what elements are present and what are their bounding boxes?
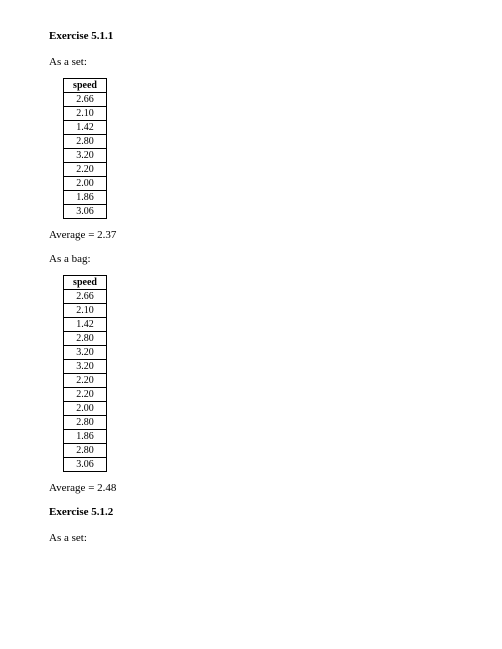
as-set-label-1: As a set: <box>49 56 502 68</box>
set-table-1-header: speed <box>64 79 107 93</box>
table-row: 2.10 <box>64 304 107 318</box>
set-table-1-body: 2.662.101.422.803.202.202.001.863.06 <box>64 93 107 219</box>
table-row: 2.20 <box>64 163 107 177</box>
table-row: 2.80 <box>64 444 107 458</box>
table-row: 2.20 <box>64 388 107 402</box>
table-row: 3.20 <box>64 346 107 360</box>
table-row: 2.80 <box>64 416 107 430</box>
table-row: 3.06 <box>64 205 107 219</box>
table-row: 2.00 <box>64 177 107 191</box>
table-row: 1.86 <box>64 191 107 205</box>
bag-table-wrap-1: speed 2.662.101.422.803.203.202.202.202.… <box>49 275 502 472</box>
table-row: 2.80 <box>64 332 107 346</box>
set-table-1: speed 2.662.101.422.803.202.202.001.863.… <box>63 78 107 219</box>
table-row: 1.42 <box>64 318 107 332</box>
table-row: 3.06 <box>64 458 107 472</box>
set-table-wrap-1: speed 2.662.101.422.803.202.202.001.863.… <box>49 78 502 219</box>
table-row: 2.20 <box>64 374 107 388</box>
table-row: 1.42 <box>64 121 107 135</box>
table-row: 2.00 <box>64 402 107 416</box>
exercise-512-title: Exercise 5.1.2 <box>49 506 502 518</box>
table-row: 1.86 <box>64 430 107 444</box>
as-bag-label-1: As a bag: <box>49 253 502 265</box>
table-row: 3.20 <box>64 149 107 163</box>
bag-table-1-header: speed <box>64 276 107 290</box>
bag-table-1: speed 2.662.101.422.803.203.202.202.202.… <box>63 275 107 472</box>
table-row: 3.20 <box>64 360 107 374</box>
bag-average-1: Average = 2.48 <box>49 482 502 494</box>
table-row: 2.66 <box>64 290 107 304</box>
set-average-1: Average = 2.37 <box>49 229 502 241</box>
bag-table-1-body: 2.662.101.422.803.203.202.202.202.002.80… <box>64 290 107 472</box>
exercise-511-title: Exercise 5.1.1 <box>49 30 502 42</box>
table-row: 2.66 <box>64 93 107 107</box>
table-row: 2.80 <box>64 135 107 149</box>
table-row: 2.10 <box>64 107 107 121</box>
as-set-label-2: As a set: <box>49 532 502 544</box>
